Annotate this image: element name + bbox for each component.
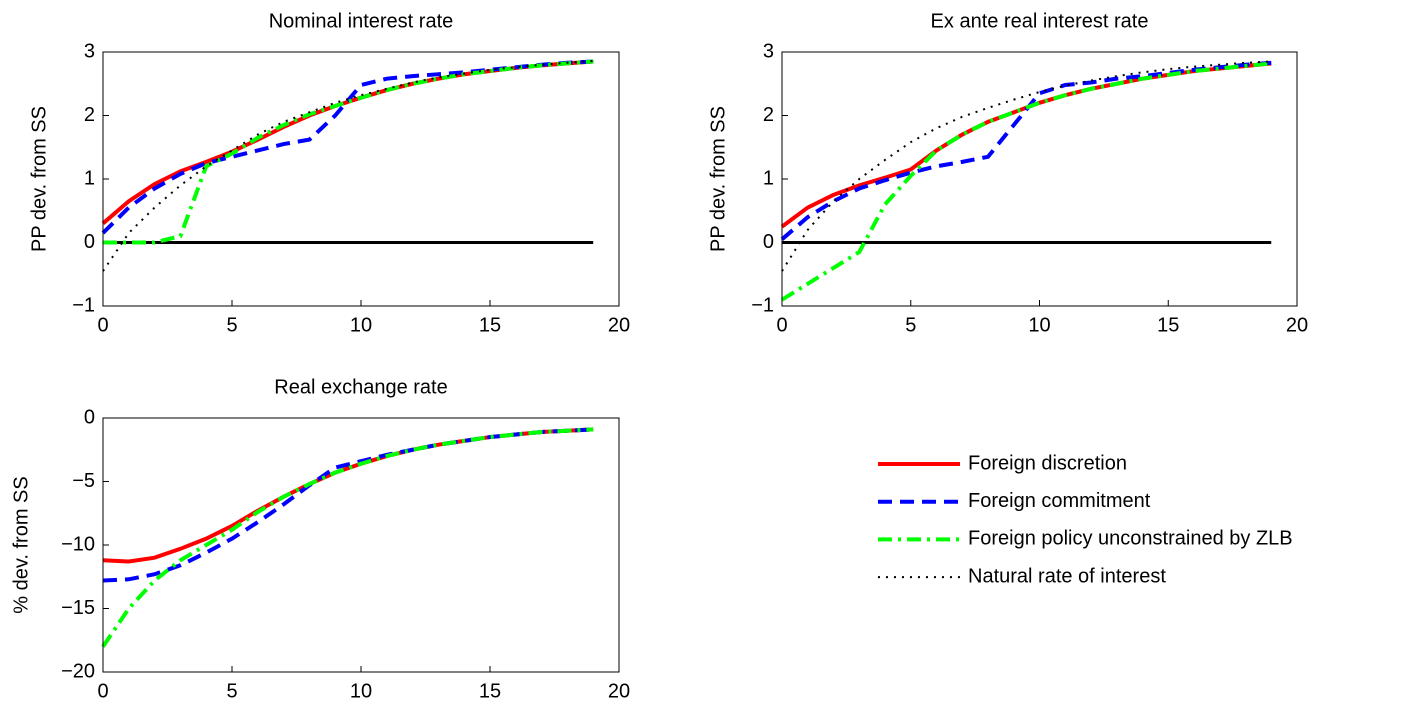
x-tick-label: 5 bbox=[905, 314, 916, 336]
x-tick-label: 20 bbox=[608, 314, 630, 336]
x-tick-label: 5 bbox=[226, 680, 237, 702]
y-tick-label: −1 bbox=[751, 294, 774, 316]
axes-box bbox=[781, 51, 1298, 307]
series-line bbox=[780, 60, 1272, 241]
x-tick-label: 0 bbox=[776, 314, 787, 336]
y-tick-label: −5 bbox=[72, 470, 95, 492]
x-tick-label: 15 bbox=[479, 680, 501, 702]
y-tick-label: 2 bbox=[763, 104, 774, 126]
series-line bbox=[780, 61, 1272, 229]
series-line bbox=[101, 427, 594, 648]
y-tick-label: 3 bbox=[763, 40, 774, 62]
x-tick-label: 0 bbox=[97, 314, 108, 336]
y-tick-label: 3 bbox=[84, 40, 95, 62]
axes-box bbox=[102, 417, 620, 673]
x-tick-label: 10 bbox=[350, 314, 372, 336]
series-line bbox=[781, 60, 1272, 272]
y-tick-label: 2 bbox=[84, 104, 95, 126]
x-tick-label: 10 bbox=[350, 680, 372, 702]
y-tick-label: 0 bbox=[84, 406, 95, 428]
chart-title: Nominal interest rate bbox=[269, 10, 454, 32]
y-tick-label: −15 bbox=[61, 597, 95, 619]
series-line bbox=[102, 427, 594, 583]
x-tick-label: 20 bbox=[1286, 314, 1308, 336]
series-line bbox=[103, 59, 594, 245]
x-tick-label: 20 bbox=[608, 680, 630, 702]
legend-label: Foreign discretion bbox=[968, 452, 1127, 474]
chart-title: Ex ante real interest rate bbox=[931, 10, 1149, 32]
x-tick-label: 5 bbox=[226, 314, 237, 336]
legend-label: Foreign policy unconstrained by ZLB bbox=[968, 528, 1293, 550]
axes-box bbox=[102, 51, 620, 307]
x-tick-label: 15 bbox=[479, 314, 501, 336]
y-tick-label: 0 bbox=[763, 231, 774, 253]
x-tick-label: 15 bbox=[1157, 314, 1179, 336]
y-tick-label: −1 bbox=[72, 294, 95, 316]
y-tick-label: 1 bbox=[763, 167, 774, 189]
x-tick-label: 0 bbox=[97, 680, 108, 702]
y-tick-label: −20 bbox=[61, 660, 95, 682]
series-line bbox=[101, 59, 594, 225]
series-line bbox=[780, 61, 1272, 302]
y-axis-label: % dev. from SS bbox=[10, 476, 32, 613]
y-tick-label: 1 bbox=[84, 167, 95, 189]
chart-title: Real exchange rate bbox=[274, 376, 447, 398]
series-line bbox=[102, 59, 594, 272]
series-line bbox=[101, 59, 594, 235]
x-tick-label: 10 bbox=[1028, 314, 1050, 336]
legend-label: Natural rate of interest bbox=[968, 565, 1166, 587]
y-axis-label: PP dev. from SS bbox=[28, 106, 50, 252]
y-axis-label: PP dev. from SS bbox=[707, 106, 729, 252]
series-line bbox=[102, 427, 594, 564]
legend-label: Foreign commitment bbox=[968, 490, 1151, 512]
y-tick-label: 0 bbox=[84, 231, 95, 253]
y-tick-label: −10 bbox=[61, 533, 95, 555]
